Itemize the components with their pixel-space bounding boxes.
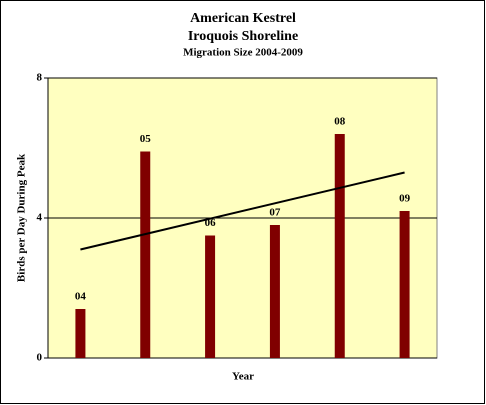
bar-label: 05: [140, 133, 152, 145]
bar: [75, 309, 86, 358]
bar-label: 07: [269, 207, 281, 219]
bar-label: 09: [399, 193, 411, 205]
x-axis-label: Year: [232, 371, 254, 383]
chart-subtitle: Iroquois Shoreline: [188, 29, 298, 44]
y-axis-label: Birds per Day During Peak: [16, 153, 28, 282]
bar-label: 04: [75, 291, 87, 303]
y-tick-label: 8: [37, 72, 43, 84]
bar: [205, 235, 216, 358]
bar: [334, 134, 345, 358]
trend-line: [80, 171, 405, 251]
chart-title: American Kestrel: [190, 11, 296, 26]
bar-label: 06: [205, 217, 217, 229]
y-tick-label: 4: [37, 212, 43, 224]
bar: [399, 211, 410, 358]
y-tick-label: 0: [37, 352, 43, 364]
chart-caption: Migration Size 2004-2009: [183, 47, 303, 59]
bar-label: 08: [334, 116, 346, 128]
bar: [140, 151, 151, 358]
bar: [269, 225, 280, 358]
